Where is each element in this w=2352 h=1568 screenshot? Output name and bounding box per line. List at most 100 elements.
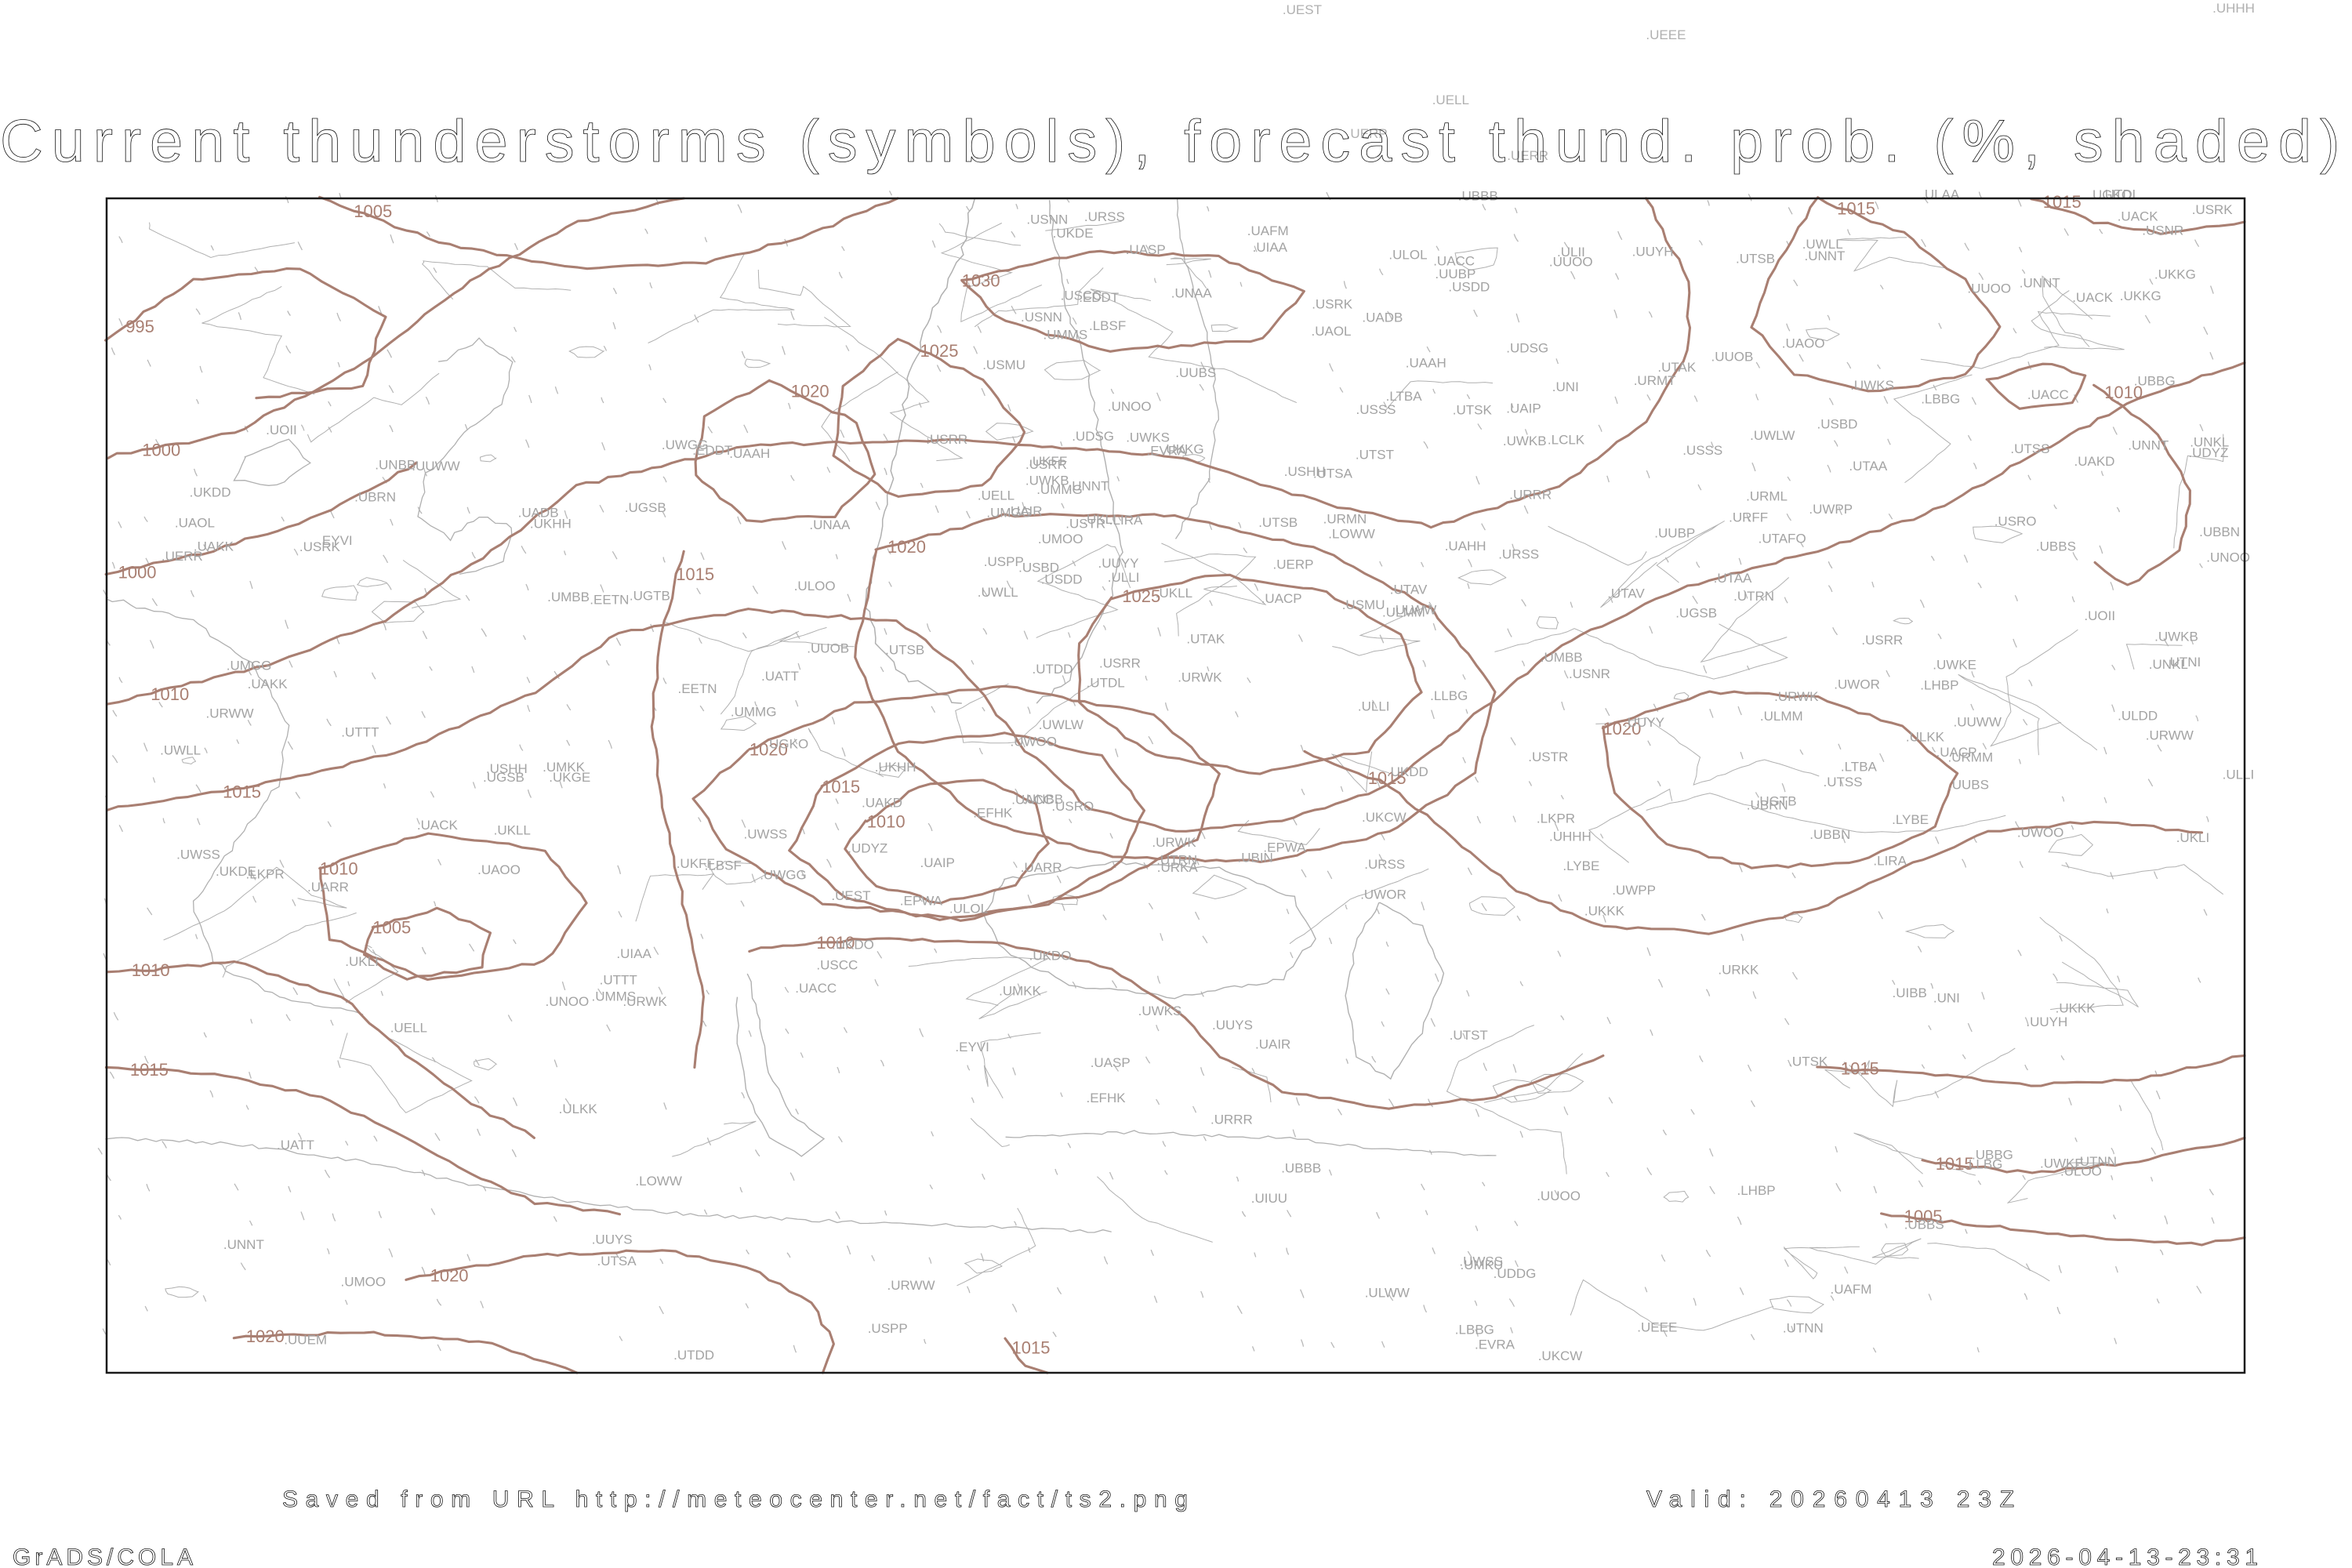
svg-text:.UNI: .UNI	[1933, 990, 1960, 1005]
svg-text:.URKK: .URKK	[1718, 963, 1759, 978]
svg-text:.UTST: .UTST	[1450, 1028, 1488, 1043]
svg-text:.UNOO: .UNOO	[2206, 550, 2250, 565]
svg-text:.UNKL: .UNKL	[2190, 435, 2229, 450]
svg-text:.UUOB: .UUOB	[807, 641, 849, 656]
svg-text:.UBRN: .UBRN	[354, 490, 396, 505]
svg-text:.UTAA: .UTAA	[1714, 571, 1752, 586]
svg-text:.UGKO: .UGKO	[2089, 187, 2132, 202]
svg-text:.EETN: .EETN	[590, 593, 629, 608]
svg-text:.UKLL: .UKLL	[1156, 586, 1192, 601]
svg-text:.UWSS: .UWSS	[744, 827, 788, 842]
svg-text:.UTSA: .UTSA	[597, 1254, 637, 1269]
svg-text:.URSS: .URSS	[1364, 857, 1405, 872]
svg-text:.UUYH: .UUYH	[2026, 1014, 2067, 1029]
svg-text:.UTAV: .UTAV	[1390, 583, 1428, 597]
svg-text:.LBSF: .LBSF	[1089, 318, 1126, 333]
svg-text:.UAOO: .UAOO	[1782, 336, 1825, 350]
svg-text:.UADB: .UADB	[518, 506, 559, 521]
svg-text:.UWKB: .UWKB	[1025, 474, 1069, 488]
svg-text:.EYVI: .EYVI	[955, 1040, 989, 1054]
svg-text:.UTDD: .UTDD	[673, 1348, 714, 1363]
svg-text:.UAKK: .UAKK	[194, 539, 234, 554]
svg-text:.ULAA: .ULAA	[1921, 187, 1960, 201]
svg-text:.UASP: .UASP	[1091, 1055, 1131, 1070]
svg-text:.UKKG: .UKKG	[2154, 267, 2196, 281]
svg-text:.LKPR: .LKPR	[246, 866, 285, 881]
svg-text:.UWLW: .UWLW	[1750, 428, 1795, 443]
svg-text:.USRK: .USRK	[1312, 296, 1353, 311]
svg-text:.UEEE: .UEEE	[1646, 27, 1686, 42]
svg-text:.UTTT: .UTTT	[600, 973, 637, 988]
svg-text:.EETN: .EETN	[678, 681, 717, 696]
svg-text:.UTSB: .UTSB	[1258, 515, 1298, 530]
svg-text:.UGTB: .UGTB	[630, 588, 670, 603]
svg-text:.USTR: .USTR	[1528, 750, 1568, 764]
svg-text:.UHHH: .UHHH	[1549, 829, 1592, 844]
svg-text:1015: 1015	[2043, 192, 2082, 212]
svg-text:.UWKE: .UWKE	[2040, 1156, 2084, 1171]
svg-text:.UMOO: .UMOO	[341, 1275, 387, 1290]
svg-text:1020: 1020	[887, 537, 926, 557]
svg-text:.UWKS: .UWKS	[1126, 430, 1170, 445]
svg-text:.UACC: .UACC	[795, 981, 837, 996]
svg-text:.ULMM: .ULMM	[1382, 604, 1425, 619]
svg-text:.USNR: .USNR	[1569, 666, 1610, 681]
svg-text:.ULDD: .ULDD	[2118, 708, 2158, 723]
svg-text:.USDD: .USDD	[1448, 280, 1490, 295]
svg-text:.ULLI: .ULLI	[1108, 570, 1140, 585]
svg-text:1020: 1020	[791, 382, 829, 401]
svg-text:.UKFF: .UKFF	[677, 856, 715, 871]
svg-text:1000: 1000	[118, 562, 157, 582]
svg-text:.ULLI: .ULLI	[1358, 699, 1390, 714]
svg-text:.UKHH: .UKHH	[875, 760, 916, 775]
svg-text:.UBBN: .UBBN	[2199, 524, 2240, 539]
svg-text:.URWK: .URWK	[1774, 689, 1819, 704]
svg-text:.UBBB: .UBBB	[1458, 189, 1498, 204]
svg-text:.EVRA: .EVRA	[1475, 1338, 1515, 1352]
svg-text:.UACK: .UACK	[2072, 290, 2114, 305]
svg-text:.EDDT: .EDDT	[1079, 290, 1119, 305]
svg-text:.UMMG: .UMMG	[731, 705, 777, 720]
svg-text:.LYBE: .LYBE	[1563, 858, 1599, 873]
svg-text:.UWKE: .UWKE	[1933, 657, 1976, 672]
svg-text:.LBBG: .LBBG	[1921, 391, 1960, 406]
svg-text:.UTSS: .UTSS	[1824, 775, 1863, 789]
svg-text:.ULLI: .ULLI	[2223, 768, 2255, 782]
svg-text:.UAAH: .UAAH	[1406, 356, 1446, 371]
svg-text:.UWOR: .UWOR	[1360, 887, 1406, 902]
svg-text:.UKDO: .UKDO	[832, 938, 874, 953]
svg-text:.UTSB: .UTSB	[1736, 251, 1775, 266]
svg-text:1015: 1015	[223, 782, 261, 802]
svg-text:.UBRN: .UBRN	[1747, 798, 1788, 813]
svg-text:.UTNN: .UTNN	[1783, 1321, 1824, 1336]
svg-text:.UUYS: .UUYS	[592, 1232, 633, 1247]
svg-text:.UNNT: .UNNT	[2020, 275, 2060, 290]
svg-text:.UIAA: .UIAA	[616, 946, 652, 961]
svg-text:1015: 1015	[1841, 1059, 1879, 1079]
svg-text:.UAFM: .UAFM	[1831, 1282, 1872, 1297]
svg-text:1015: 1015	[1012, 1338, 1051, 1358]
svg-text:.UKCW: .UKCW	[1538, 1348, 1583, 1363]
svg-text:Current thunderstorms (symbols: Current thunderstorms (symbols), forecas…	[0, 108, 2348, 175]
svg-text:.USRO: .USRO	[1051, 799, 1094, 814]
svg-text:.USNR: .USNR	[2142, 223, 2183, 238]
svg-text:.UWLL: .UWLL	[1802, 237, 1843, 252]
svg-text:.UACP: .UACP	[1261, 591, 1302, 606]
svg-text:.UMGG: .UMGG	[227, 659, 272, 673]
svg-text:.UELL: .UELL	[390, 1021, 427, 1036]
svg-text:.UUWW: .UUWW	[1954, 714, 2002, 729]
svg-text:.UAIP: .UAIP	[1506, 401, 1541, 416]
svg-text:.UASP: .UASP	[1126, 242, 1166, 257]
svg-text:.USSS: .USSS	[1356, 402, 1396, 417]
svg-text:.UATT: .UATT	[277, 1138, 314, 1152]
svg-text:.UUYH: .UUYH	[1632, 244, 1674, 259]
svg-text:.UKKG: .UKKG	[2120, 289, 2161, 303]
svg-text:.URSS: .URSS	[1084, 209, 1125, 224]
svg-text:.UTSS: .UTSS	[2010, 441, 2049, 456]
svg-text:.UNNT: .UNNT	[223, 1237, 264, 1252]
svg-text:.LBBG: .LBBG	[1455, 1323, 1494, 1338]
svg-text:.UWPP: .UWPP	[1612, 883, 1656, 898]
svg-text:.ULII: .ULII	[1557, 245, 1585, 260]
svg-text:.UKDD: .UKDD	[190, 485, 231, 500]
svg-text:.UKLI: .UKLI	[2176, 830, 2210, 845]
